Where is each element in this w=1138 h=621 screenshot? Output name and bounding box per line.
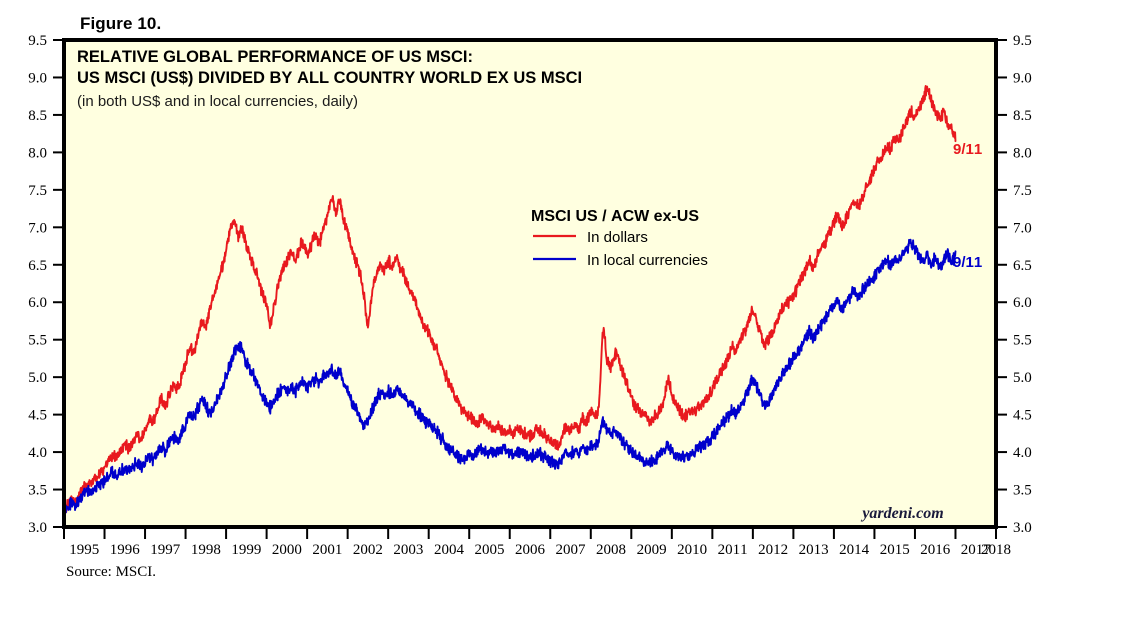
y-tick-label-right: 9.0 [1013,70,1032,86]
y-tick-label-right: 9.5 [1013,33,1032,49]
legend-label-in-dollars: In dollars [587,229,648,246]
x-tick-label: 2008 [596,542,626,558]
y-tick-label-left: 6.0 [28,295,47,311]
x-tick-label: 2009 [637,542,667,558]
x-tick-label: 1996 [110,542,141,558]
x-axis: 1995 1996 1997 1998 1999 2000 2001 2002 2003 2004… [63,528,1011,558]
x-tick-label: 2001 [312,542,342,558]
watermark-yardeni: yardeni.com [860,505,943,522]
y-tick-label-left: 4.0 [28,445,47,461]
legend-title: MSCI US / ACW ex-US [531,208,699,225]
y-tick-label-right: 5.5 [1013,333,1032,349]
source-note: Source: MSCI. [66,564,156,580]
x-tick-label: 2015 [880,542,910,558]
x-tick-label: 2011 [718,542,748,558]
chart-title-line2: US MSCI (US$) DIVIDED BY ALL COUNTRY WOR… [77,69,582,87]
y-tick-label-left: 4.5 [28,408,47,424]
chart-subtitle: (in both US$ and in local currencies, da… [77,93,358,110]
y-tick-label-left: 3.5 [28,483,47,499]
x-tick-label: 2012 [758,542,788,558]
y-tick-label-right: 7.0 [1013,220,1032,236]
y-tick-label-right: 5.0 [1013,370,1032,386]
y-tick-label-left: 5.0 [28,370,47,386]
y-tick-label-left: 8.5 [28,108,47,124]
x-tick-label: 2013 [799,542,829,558]
y-tick-label-right: 4.5 [1013,408,1032,424]
y-tick-label-right: 6.5 [1013,258,1032,274]
plot-frame [62,38,998,529]
x-tick-label: 2000 [272,542,302,558]
series-line-in-dollars [66,85,957,514]
x-tick-label: 1999 [231,542,261,558]
plot-background [64,40,996,527]
chart-title-line1: RELATIVE GLOBAL PERFORMANCE OF US MSCI: [77,48,473,66]
y-tick-label-right: 8.5 [1013,108,1032,124]
y-tick-label-left: 3.0 [28,520,47,536]
annotation-9-11-dollars: 9/11 [953,141,982,158]
annotation-9-11-local: 9/11 [953,254,982,271]
x-tick-label: 1998 [191,542,221,558]
y-tick-label-left: 8.0 [28,145,47,161]
y-tick-label-right: 7.5 [1013,183,1032,199]
x-tick-label: 2005 [474,542,504,558]
y-tick-label-left: 5.5 [28,333,47,349]
series-line-in-local-currencies [66,238,957,514]
x-tick-label: 2014 [839,542,870,558]
x-tick-label: 2003 [393,542,423,558]
y-tick-label-right: 6.0 [1013,295,1032,311]
x-tick-label: 2006 [515,542,546,558]
y-tick-label-right: 3.5 [1013,483,1032,499]
x-tick-label: 2004 [434,542,465,558]
y-tick-label-left: 7.0 [28,220,47,236]
legend-label-in-local-currencies: In local currencies [587,252,708,269]
y-tick-label-right: 3.0 [1013,520,1032,536]
x-tick-label: 2017 [961,542,992,558]
series-layer [66,85,957,514]
y-tick-label-right: 8.0 [1013,145,1032,161]
figure-label: Figure 10. [80,14,162,33]
x-tick-label: 2016 [920,542,951,558]
x-tick-label: 2002 [353,542,383,558]
chart-legend: MSCI US / ACW ex-US In dollars In local … [531,208,708,269]
y-tick-label-left: 6.5 [28,258,47,274]
y-tick-label-left: 9.0 [28,70,47,86]
x-tick-label: 2007 [556,542,587,558]
y-tick-label-left: 7.5 [28,183,47,199]
y-tick-label-right: 4.0 [1013,445,1032,461]
y-axis-left: 3.0 3.5 4.0 4.5 5.0 5.5 6.0 6.5 7.0 7.5 8.0 8.5 9.0 9… [28,33,63,536]
x-tick-label: 1997 [150,542,181,558]
x-tick-label: 1995 [69,542,99,558]
x-tick-label: 2018 [981,542,1011,558]
x-tick-label: 2010 [677,542,707,558]
y-tick-label-left: 9.5 [28,33,47,49]
y-axis-right: 3.0 3.5 4.0 4.5 5.0 5.5 6.0 6.5 7.0 7.5 8.0 8.5 9.0 9… [997,33,1032,536]
